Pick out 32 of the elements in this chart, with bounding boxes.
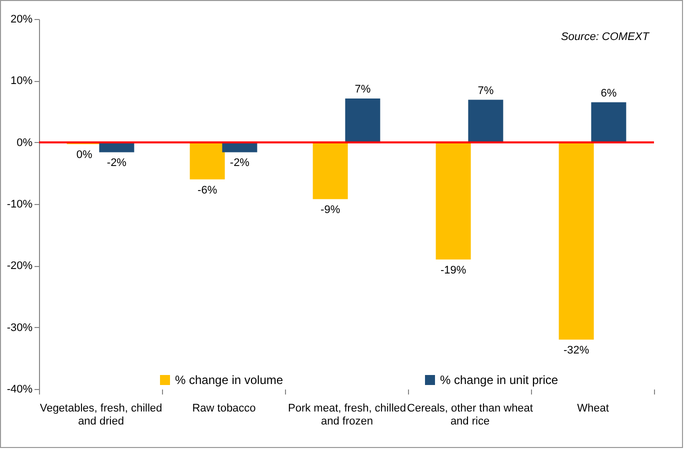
bar — [436, 142, 471, 260]
data-label: 7% — [354, 84, 371, 96]
data-label: -9% — [320, 204, 340, 216]
bar — [591, 102, 626, 142]
bar — [345, 98, 380, 142]
data-label: -2% — [230, 157, 250, 170]
y-tick-label: 10% — [10, 75, 33, 88]
x-tick-label: Vegetables, fresh, chilled and dried — [40, 402, 162, 428]
x-tick-label: Pork meat, fresh, chilled and frozen — [288, 402, 406, 428]
legend-label: % change in unit price — [440, 373, 558, 387]
y-tick-label: -30% — [6, 322, 33, 334]
y-tick-label: -10% — [6, 198, 33, 210]
data-label: 7% — [478, 84, 494, 97]
data-label: -6% — [198, 184, 218, 196]
annotation: Source: COMEXT — [560, 31, 650, 43]
bar — [558, 142, 594, 340]
data-label: -32% — [563, 344, 590, 357]
y-tick-label: 0% — [16, 136, 33, 149]
y-tick-label: -40% — [6, 384, 33, 396]
data-label: -19% — [440, 264, 466, 276]
x-tick-label: Raw tobacco — [192, 402, 256, 414]
data-label: 0% — [76, 149, 92, 162]
x-tick-label: Cereals, other than wheat and rice — [407, 402, 533, 428]
x-tick-label: Wheat — [577, 402, 609, 414]
bar — [312, 142, 348, 200]
bar — [468, 100, 504, 142]
data-label: -2% — [106, 157, 127, 170]
y-tick-label: 20% — [10, 14, 33, 26]
legend-label: % change in volume — [175, 373, 284, 387]
bar — [190, 142, 225, 180]
data-label: 6% — [600, 87, 617, 100]
y-tick-label: -20% — [6, 260, 33, 272]
